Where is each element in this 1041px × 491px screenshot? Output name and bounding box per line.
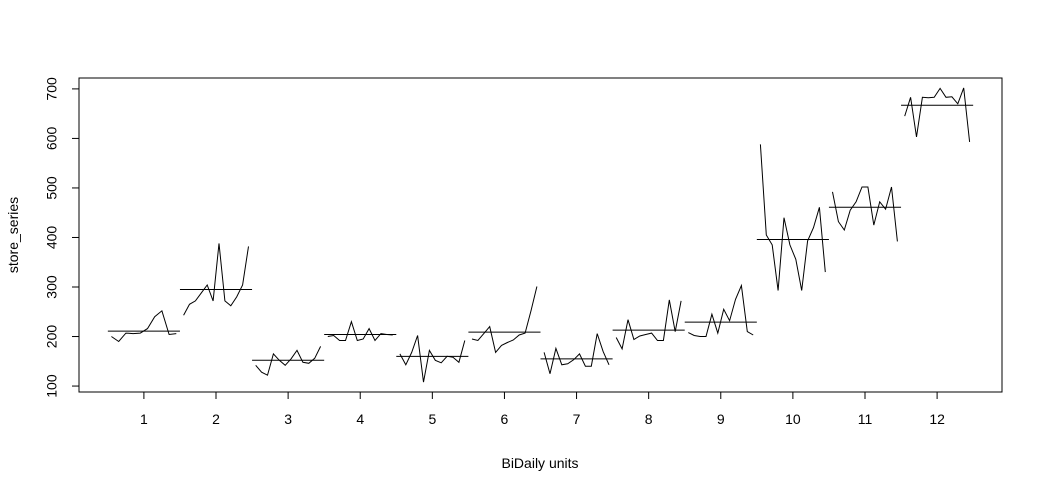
cycle-3-series-line	[255, 346, 322, 376]
x-tick-label: 3	[284, 411, 292, 427]
x-tick-label: 9	[717, 411, 725, 427]
y-tick-label: 200	[44, 325, 60, 349]
y-tick-label: 700	[44, 77, 60, 101]
x-tick-label: 12	[929, 411, 945, 427]
y-tick-label: 400	[44, 226, 60, 250]
y-tick-label: 300	[44, 275, 60, 299]
y-axis-label: store_series	[5, 197, 21, 273]
cycle-9-series-line	[688, 283, 754, 337]
cycle-8-series-line	[615, 299, 682, 351]
x-axis-label: BiDaily units	[501, 455, 578, 471]
series-layer	[107, 87, 974, 383]
y-tick-label: 500	[44, 176, 60, 200]
cycle-6-series-line	[471, 286, 538, 354]
y-tick-label: 600	[44, 127, 60, 151]
y-tick-label: 100	[44, 374, 60, 398]
cycle-4-series-line	[327, 320, 393, 342]
cycle-12-series-line	[904, 87, 971, 142]
y-axis: 100 200 300 400 500 600 700	[44, 77, 80, 398]
x-tick-label: 2	[212, 411, 220, 427]
x-tick-label: 7	[573, 411, 581, 427]
cycle-10-series-line	[759, 144, 826, 291]
x-axis: 1 2 3 4 5 6 7 8 9 10 11 12	[140, 391, 945, 427]
x-tick-label: 10	[785, 411, 801, 427]
x-tick-label: 8	[645, 411, 653, 427]
x-tick-label: 1	[140, 411, 148, 427]
x-tick-label: 4	[356, 411, 364, 427]
cycle-2-series-line	[183, 243, 249, 316]
cycle-11-series-line	[832, 186, 898, 242]
cycle-1-series-line	[111, 309, 177, 343]
cycle-7-series-line	[543, 333, 610, 374]
cycle-5-series-line	[399, 335, 466, 383]
x-tick-label: 11	[858, 411, 873, 427]
x-tick-label: 5	[428, 411, 436, 427]
plot-frame	[78, 77, 1003, 393]
x-tick-label: 6	[501, 411, 509, 427]
